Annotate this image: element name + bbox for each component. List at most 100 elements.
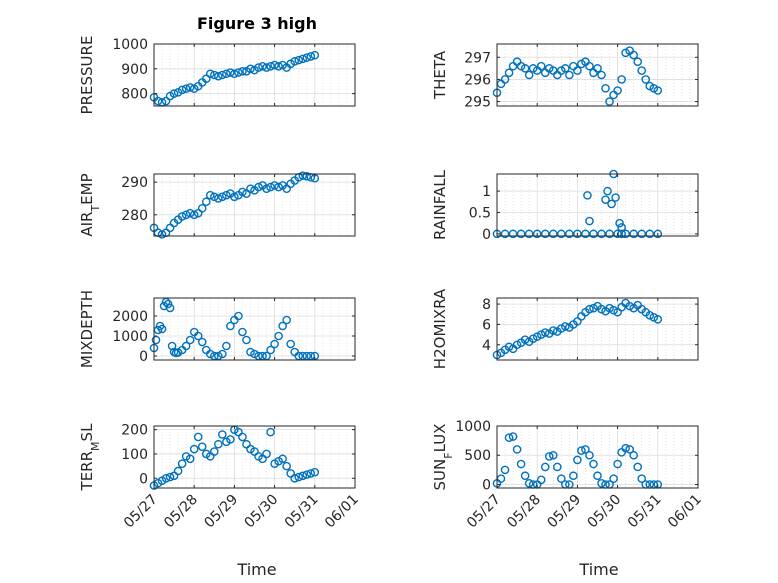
data-point [504,342,514,352]
x-tick-label: 05/31 [282,492,322,532]
data-point [633,462,643,472]
y-tick-label: 900 [121,62,148,78]
y-tick-label: 0 [482,477,491,493]
data-point [524,70,534,80]
data-point [641,75,651,84]
data-point [540,328,550,337]
data-point [230,69,239,79]
data-point [222,190,231,200]
data-point [520,471,530,481]
data-point [262,449,271,459]
y-tick-label: 290 [121,175,148,191]
data-point [645,310,655,320]
y-tick-label: 295 [464,95,491,111]
data-point [242,335,251,345]
data-point [589,459,598,469]
data-point [238,66,247,76]
data-point [617,223,626,232]
y-tick-label: 0 [139,349,148,365]
data-point [649,313,659,322]
data-point [548,229,558,239]
data-point [597,304,606,314]
data-point [246,64,255,74]
data-point [573,455,582,465]
y-axis-label: TERRMSL [78,423,102,492]
data-point [266,427,275,437]
data-point [218,430,227,439]
data-point [290,473,300,483]
data-point [218,70,227,80]
data-point [282,461,291,471]
data-point [605,303,614,313]
data-point [629,50,638,60]
data-point [611,193,620,202]
data-point [302,53,312,62]
y-tick-label: 0 [139,471,148,487]
data-point [581,445,590,454]
data-point [282,315,291,325]
data-point [637,66,647,75]
data-point [165,303,175,313]
data-point [548,450,558,460]
data-point [209,447,219,456]
data-point [234,68,243,77]
data-point [278,321,287,331]
data-point [637,229,647,239]
data-point [532,229,542,239]
data-point [597,229,606,239]
data-point [597,70,606,80]
data-point [173,466,183,476]
data-point [561,64,570,73]
data-point [254,63,263,72]
data-point [250,349,259,359]
data-point [633,57,643,67]
data-point [197,203,207,213]
data-point [553,462,562,472]
panel-mixdepth: 0 1000 2000 MIXDEPTH [78,290,356,368]
y-axis-label: MIXDEPTH [78,290,96,368]
data-point [270,339,279,349]
data-point [585,450,594,460]
data-point [585,61,594,71]
data-point [548,326,558,335]
plot-area [154,44,355,106]
data-point [294,472,304,482]
data-point [625,445,634,454]
data-point [603,186,612,196]
y-tick-label: 2000 [112,309,148,325]
data-point [185,454,195,464]
x-tick-label: 05/30 [242,492,282,532]
data-point [607,199,616,209]
data-point [557,229,566,239]
data-point [274,182,283,192]
y-tick-label: 296 [464,72,491,88]
data-point [577,446,586,455]
data-point [218,192,227,202]
x-tick-label: 05/28 [161,492,201,532]
data-point [306,469,316,478]
data-point [653,229,663,239]
data-point [615,218,624,228]
data-point [234,311,243,321]
data-point [540,229,550,239]
data-point [238,187,247,197]
y-axis-label: RAINFALL [431,169,449,240]
data-point [593,64,602,73]
data-point [278,454,287,464]
x-tick-label: 05/28 [504,492,544,532]
data-point [302,470,312,479]
data-point [613,229,622,239]
data-point [266,62,275,71]
data-point [157,230,167,239]
data-point [609,474,618,483]
panel-air_temp: 280 290 AIRTEMP [78,171,356,239]
plot-area [497,174,698,236]
data-point [613,86,622,95]
y-tick-label: 200 [121,423,148,439]
data-point [298,54,308,64]
data-point [569,471,578,481]
data-point [540,462,550,472]
data-point [613,459,622,469]
figure-title: Figure 3 high [197,14,317,33]
y-tick-label: 8 [482,297,491,313]
